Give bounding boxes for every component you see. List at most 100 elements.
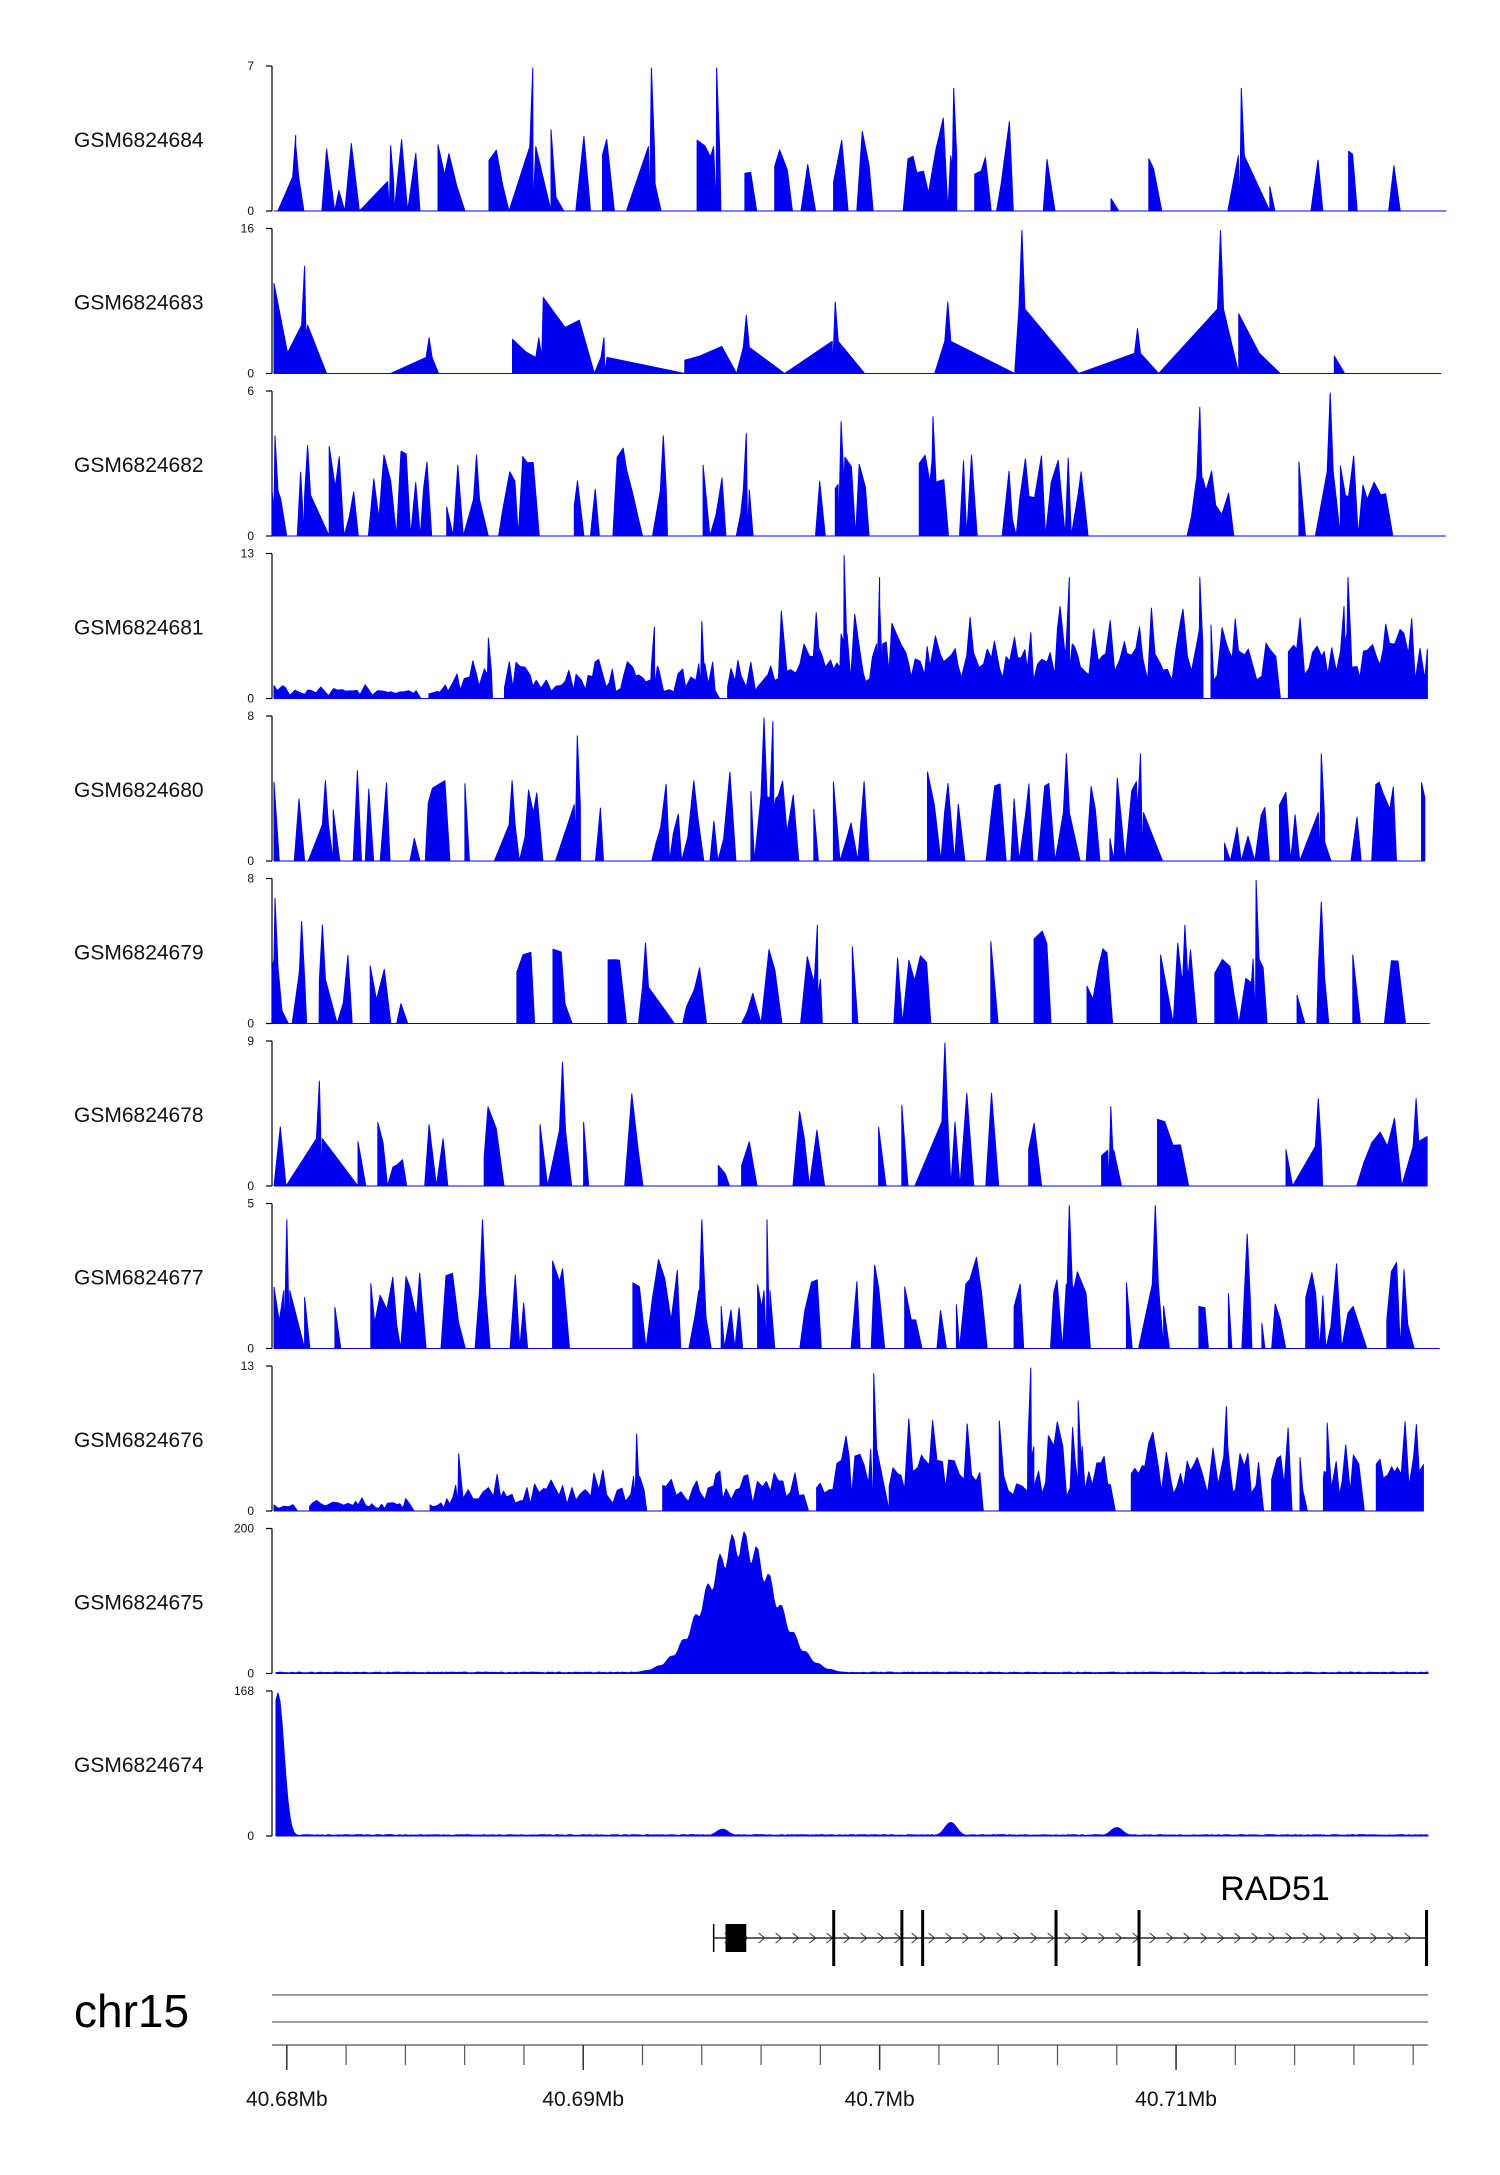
track-label: GSM6824676 — [74, 1429, 204, 1452]
coverage-area — [273, 717, 1426, 862]
y-max-label: 7 — [247, 59, 254, 73]
strand-chevron — [1200, 1932, 1208, 1944]
y-max-label: 8 — [247, 872, 254, 886]
y-max-label: 200 — [234, 1522, 254, 1536]
track-label: GSM6824679 — [74, 941, 204, 964]
gene-exon — [1054, 1910, 1058, 1966]
gene-exon — [900, 1910, 904, 1966]
track-label: GSM6824684 — [74, 129, 204, 152]
strand-chevron — [911, 1932, 919, 1944]
strand-chevron — [877, 1932, 885, 1944]
coverage-area — [275, 1531, 1429, 1674]
tracks-layer: GSM682468470GSM6824683160GSM682468260GSM… — [74, 59, 1447, 1843]
coverage-area — [271, 880, 1430, 1024]
strand-chevron — [792, 1932, 800, 1944]
strand-chevron — [1013, 1932, 1021, 1944]
y-min-label: 0 — [247, 1179, 254, 1193]
track-label: GSM6824681 — [74, 616, 204, 639]
y-max-label: 13 — [241, 547, 255, 561]
track-gsm6824675: GSM6824675 200 0 — [74, 1522, 1429, 1681]
strand-chevron — [962, 1932, 970, 1944]
track-label: GSM6824680 — [74, 779, 204, 802]
gene-annotation-track: RAD51 — [712, 1870, 1429, 1966]
y-min-label: 0 — [247, 692, 254, 706]
strand-chevron — [1064, 1932, 1072, 1944]
strand-chevron — [1166, 1932, 1174, 1944]
y-max-label: 6 — [247, 384, 254, 398]
coordinate-label: 40.68Mb — [246, 2088, 328, 2111]
chromosome-label: chr15 — [74, 1985, 189, 2037]
y-min-label: 0 — [247, 854, 254, 868]
track-gsm6824683: GSM6824683 16 0 — [74, 222, 1442, 381]
track-gsm6824679: GSM6824679 8 0 — [74, 872, 1430, 1031]
strand-chevron — [1285, 1932, 1293, 1944]
y-max-label: 5 — [247, 1197, 254, 1211]
y-min-label: 0 — [247, 1504, 254, 1518]
track-label: GSM6824677 — [74, 1266, 204, 1289]
strand-chevron — [1234, 1932, 1242, 1944]
strand-chevron — [1183, 1932, 1191, 1944]
y-max-label: 168 — [234, 1684, 254, 1698]
coverage-area — [273, 1367, 1424, 1512]
track-label: GSM6824683 — [74, 291, 204, 314]
track-gsm6824678: GSM6824678 9 0 — [74, 1034, 1428, 1193]
strand-chevron — [928, 1932, 936, 1944]
coordinate-label: 40.69Mb — [542, 2088, 624, 2111]
strand-chevron — [945, 1932, 953, 1944]
coverage-area — [271, 392, 1446, 537]
y-min-label: 0 — [247, 1829, 254, 1843]
gene-exon — [725, 1924, 747, 1952]
strand-chevron — [1047, 1932, 1055, 1944]
y-max-label: 16 — [241, 222, 255, 236]
strand-chevron — [1149, 1932, 1157, 1944]
track-gsm6824680: GSM6824680 8 0 — [74, 709, 1426, 868]
genomic-axis: chr15 40.68Mb 40.69Mb 40.7Mb 40.71Mb — [74, 1985, 1428, 2111]
coverage-area — [273, 555, 1428, 699]
gene-exon — [1425, 1910, 1429, 1966]
gene-exon — [921, 1910, 925, 1966]
track-gsm6824676: GSM6824676 13 0 — [74, 1359, 1424, 1518]
coverage-area — [273, 230, 1442, 374]
track-gsm6824674: GSM6824674 168 0 — [74, 1684, 1429, 1843]
strand-chevron — [1098, 1932, 1106, 1944]
y-min-label: 0 — [247, 1667, 254, 1681]
y-min-label: 0 — [247, 1017, 254, 1031]
strand-chevron — [860, 1932, 868, 1944]
y-max-label: 13 — [241, 1359, 255, 1373]
coverage-area — [273, 67, 1447, 212]
strand-chevron — [996, 1932, 1004, 1944]
strand-chevron — [1370, 1932, 1378, 1944]
strand-chevron — [1353, 1932, 1361, 1944]
strand-chevron — [843, 1932, 851, 1944]
coordinate-label: 40.71Mb — [1135, 2088, 1217, 2111]
track-gsm6824684: GSM6824684 7 0 — [74, 59, 1447, 218]
y-max-label: 9 — [247, 1034, 254, 1048]
coverage-area — [273, 1205, 1440, 1349]
strand-chevron — [1319, 1932, 1327, 1944]
track-label: GSM6824682 — [74, 454, 204, 477]
gene-name-label: RAD51 — [1220, 1870, 1330, 1908]
y-max-label: 8 — [247, 709, 254, 723]
strand-chevron — [1217, 1932, 1225, 1944]
strand-chevron — [1302, 1932, 1310, 1944]
track-label: GSM6824675 — [74, 1591, 204, 1614]
strand-chevron — [775, 1932, 783, 1944]
y-min-label: 0 — [247, 529, 254, 543]
track-label: GSM6824678 — [74, 1104, 204, 1127]
track-gsm6824681: GSM6824681 13 0 — [74, 547, 1428, 706]
strand-chevron — [1081, 1932, 1089, 1944]
strand-chevron — [979, 1932, 987, 1944]
strand-chevron — [1268, 1932, 1276, 1944]
track-gsm6824677: GSM6824677 5 0 — [74, 1197, 1440, 1356]
strand-chevron — [809, 1932, 817, 1944]
coordinate-label: 40.7Mb — [845, 2088, 915, 2111]
y-min-label: 0 — [247, 367, 254, 381]
strand-chevron — [1115, 1932, 1123, 1944]
y-min-label: 0 — [247, 204, 254, 218]
gene-exon — [1137, 1910, 1141, 1966]
track-label: GSM6824674 — [74, 1754, 204, 1777]
strand-chevron — [1404, 1932, 1412, 1944]
coverage-area — [275, 1692, 1429, 1837]
